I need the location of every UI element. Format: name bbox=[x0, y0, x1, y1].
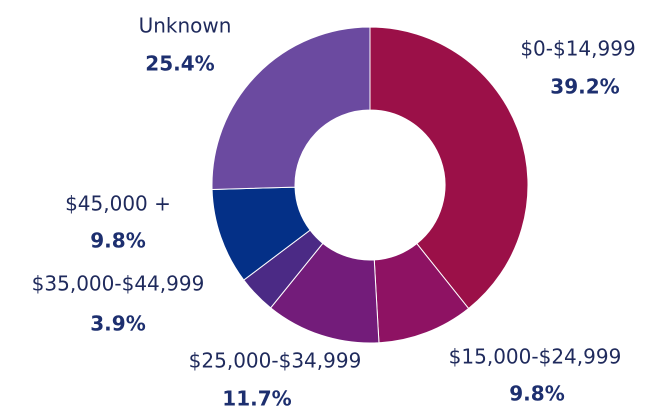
slice-label: $0-$14,999 bbox=[520, 37, 635, 61]
slice-value-label: 9.8% bbox=[509, 382, 564, 406]
slice-value-label: 9.8% bbox=[90, 229, 145, 253]
slice-label: $15,000-$24,999 bbox=[449, 345, 622, 369]
donut-slice bbox=[369, 26, 529, 310]
slice-label: Unknown bbox=[139, 14, 232, 38]
slice-label: $45,000 + bbox=[65, 192, 171, 216]
slice-value-label: 25.4% bbox=[145, 52, 214, 76]
slice-value-label: 39.2% bbox=[550, 75, 619, 99]
slice-value-label: 11.7% bbox=[222, 387, 291, 411]
slice-label: $25,000-$34,999 bbox=[189, 349, 362, 373]
slice-value-label: 3.9% bbox=[90, 312, 145, 336]
donut-slice bbox=[211, 26, 371, 190]
slice-label: $35,000-$44,999 bbox=[32, 272, 205, 296]
